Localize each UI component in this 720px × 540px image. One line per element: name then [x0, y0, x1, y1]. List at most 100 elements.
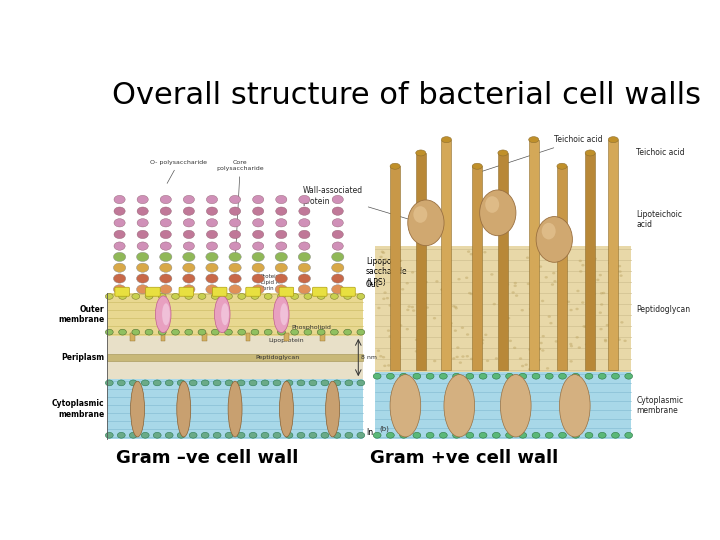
Circle shape [581, 301, 585, 304]
Circle shape [479, 277, 482, 279]
Circle shape [395, 248, 397, 251]
Circle shape [332, 207, 343, 215]
Circle shape [406, 309, 410, 311]
Circle shape [105, 294, 113, 299]
Text: Protein
Lipid A
Porin: Protein Lipid A Porin [261, 274, 280, 291]
Circle shape [492, 373, 500, 379]
Ellipse shape [274, 296, 289, 333]
Circle shape [198, 294, 206, 299]
Circle shape [189, 380, 197, 386]
Bar [472, 166, 482, 370]
Text: Overall structure of bacterial cell walls: Overall structure of bacterial cell wall… [112, 82, 701, 111]
Circle shape [535, 303, 538, 306]
Circle shape [544, 276, 548, 279]
Circle shape [454, 329, 457, 332]
Circle shape [449, 322, 453, 325]
Ellipse shape [228, 381, 242, 437]
Circle shape [160, 263, 172, 272]
Circle shape [499, 311, 503, 314]
Ellipse shape [441, 137, 451, 143]
Circle shape [476, 294, 479, 296]
Circle shape [261, 433, 269, 438]
Circle shape [620, 321, 624, 323]
Circle shape [624, 340, 626, 342]
Ellipse shape [408, 200, 444, 246]
Circle shape [387, 364, 390, 367]
Bar [246, 333, 250, 341]
Circle shape [596, 279, 600, 281]
Circle shape [357, 329, 365, 335]
Circle shape [211, 329, 219, 335]
Text: 8 nm: 8 nm [361, 355, 377, 360]
Circle shape [177, 433, 185, 438]
Text: Periplasm: Periplasm [61, 353, 104, 362]
Circle shape [453, 433, 461, 438]
Ellipse shape [215, 296, 230, 333]
Circle shape [206, 274, 218, 283]
Circle shape [480, 342, 484, 345]
Circle shape [405, 282, 409, 285]
Circle shape [466, 373, 474, 379]
Ellipse shape [413, 206, 427, 223]
Circle shape [600, 292, 603, 294]
FancyBboxPatch shape [212, 287, 227, 296]
Circle shape [275, 285, 287, 294]
Circle shape [238, 294, 246, 299]
Circle shape [252, 263, 264, 272]
Circle shape [585, 373, 593, 379]
Circle shape [454, 307, 458, 309]
Circle shape [160, 207, 171, 215]
Circle shape [570, 343, 572, 345]
Circle shape [252, 252, 264, 261]
Text: Teichoic acid: Teichoic acid [480, 135, 603, 172]
Bar [374, 373, 631, 439]
Circle shape [572, 373, 580, 379]
Text: Phospholipid: Phospholipid [292, 325, 331, 329]
Circle shape [207, 195, 217, 204]
Circle shape [401, 288, 405, 291]
Circle shape [309, 380, 317, 386]
Circle shape [277, 329, 285, 335]
Bar [284, 333, 289, 341]
Circle shape [559, 373, 567, 379]
Circle shape [119, 294, 127, 299]
Circle shape [381, 251, 384, 253]
Ellipse shape [608, 137, 618, 143]
Bar [107, 354, 364, 361]
Circle shape [442, 339, 446, 342]
Circle shape [137, 195, 148, 204]
Circle shape [612, 260, 615, 262]
Circle shape [524, 363, 528, 366]
Circle shape [253, 195, 264, 204]
Circle shape [373, 373, 381, 379]
Circle shape [585, 343, 588, 346]
Circle shape [421, 347, 425, 349]
Circle shape [405, 328, 409, 330]
Circle shape [299, 195, 310, 204]
Circle shape [166, 380, 173, 386]
Circle shape [275, 252, 287, 261]
Circle shape [618, 271, 622, 273]
Circle shape [160, 195, 171, 204]
Ellipse shape [390, 163, 400, 169]
Circle shape [478, 348, 482, 350]
Bar [107, 106, 364, 439]
Circle shape [105, 433, 113, 438]
FancyBboxPatch shape [279, 287, 294, 296]
Circle shape [275, 274, 287, 283]
Ellipse shape [500, 375, 531, 437]
Circle shape [252, 285, 264, 294]
Circle shape [309, 433, 317, 438]
Circle shape [529, 352, 533, 355]
Circle shape [304, 329, 312, 335]
Circle shape [439, 373, 447, 379]
Circle shape [276, 242, 287, 250]
Circle shape [251, 329, 259, 335]
Circle shape [225, 329, 233, 335]
Circle shape [613, 329, 616, 332]
Circle shape [570, 345, 573, 347]
Circle shape [459, 361, 462, 364]
Ellipse shape [162, 303, 170, 325]
Circle shape [249, 433, 257, 438]
Circle shape [415, 350, 418, 353]
